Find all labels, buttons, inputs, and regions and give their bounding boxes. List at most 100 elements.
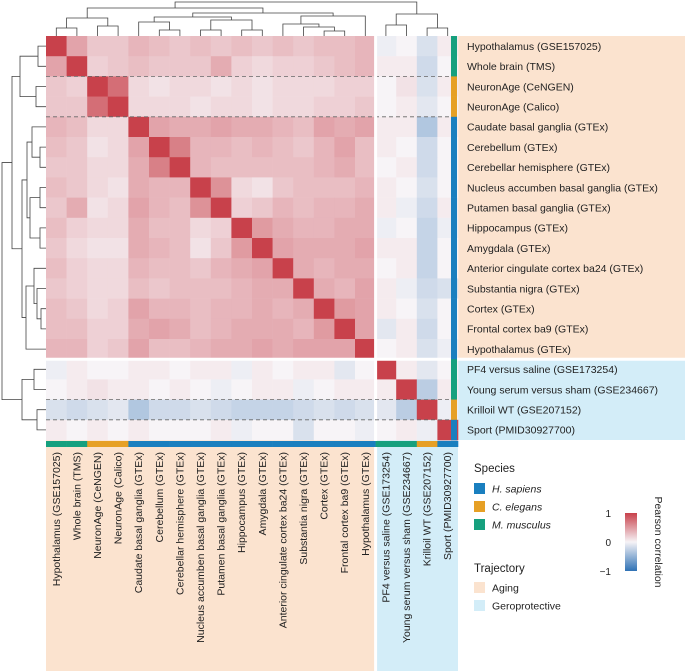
row-species-bar	[451, 36, 457, 57]
heatmap-cell	[231, 318, 253, 340]
heatmap-cell	[190, 298, 212, 320]
heatmap-cell	[87, 76, 109, 97]
heatmap-cell	[293, 318, 315, 340]
column-labels: Hypothalamus (GSE157025) Whole brain (TMS…	[51, 452, 454, 643]
heatmap-cell	[210, 197, 232, 219]
heatmap-cell	[396, 318, 418, 340]
heatmap-cell	[46, 258, 67, 279]
heatmap-cell	[375, 56, 397, 77]
heatmap-cell	[293, 399, 315, 421]
column-species-bar	[293, 441, 315, 447]
heatmap-cell	[169, 116, 191, 138]
column-species-bar	[334, 441, 356, 447]
row-dendrogram-link	[29, 197, 40, 239]
row-labels: Hypothalamus (GSE157025) Whole brain (TMS…	[467, 41, 658, 437]
heatmap-cell	[416, 419, 438, 441]
heatmap-cell	[375, 96, 397, 118]
colorbar-label: Pearson correlation	[652, 496, 664, 587]
heatmap-cell	[66, 339, 88, 360]
heatmap-cell	[375, 116, 397, 138]
heatmap-cell	[272, 359, 294, 380]
heatmap-cell	[313, 238, 335, 259]
heatmap-cell	[313, 217, 335, 239]
heatmap-cell	[128, 217, 150, 239]
heatmap-cell	[396, 137, 418, 158]
row-dendrogram-link	[36, 288, 46, 320]
column-dendrogram-link	[174, 1, 418, 14]
heatmap-cell	[334, 419, 356, 441]
heatmap-cell	[375, 399, 397, 421]
heatmap-cell	[66, 177, 88, 198]
heatmap-cell	[128, 278, 150, 299]
heatmap-cell	[355, 238, 376, 259]
heatmap-cell	[272, 399, 294, 421]
heatmap-cell	[190, 56, 212, 77]
row-dendrogram-link	[33, 368, 46, 390]
row-dendrogram-link	[25, 285, 46, 350]
heatmap-cell	[334, 238, 356, 259]
row-label: NeuronAge (Calico)	[467, 102, 559, 114]
heatmap-cell	[416, 318, 438, 340]
column-dendrogram-link	[323, 30, 346, 36]
heatmap-cell	[252, 217, 273, 239]
trajectory-legend-label: Geroprotective	[492, 601, 561, 613]
heatmap-cell	[293, 359, 315, 380]
heatmap-cell	[293, 339, 315, 360]
heatmap-cell	[231, 76, 253, 97]
heatmap-cell	[149, 217, 170, 239]
row-dendrogram-link	[31, 126, 46, 158]
heatmap-cell	[210, 217, 232, 239]
heatmap-cell	[396, 116, 418, 138]
heatmap-cell	[416, 298, 438, 320]
row-label: Krilloil WT (GSE207152)	[467, 405, 581, 417]
trajectory-legend-title: Trajectory	[474, 563, 525, 575]
heatmap-cell	[87, 177, 109, 198]
heatmap-cell	[210, 318, 232, 340]
heatmap-cell	[149, 278, 170, 299]
column-dendrogram-link	[66, 17, 109, 28]
heatmap-cell	[46, 36, 67, 57]
column-label: NeuronAge (Calico)	[113, 452, 125, 544]
column-label: NeuronAge (CeNGEN)	[92, 452, 104, 559]
heatmap-cell	[396, 419, 418, 441]
heatmap-cell	[149, 399, 170, 421]
species-swatch	[474, 501, 485, 512]
cluster-separator-lines	[46, 36, 685, 671]
heatmap-cell	[272, 96, 294, 118]
heatmap-cell	[87, 157, 109, 178]
heatmap-cell	[293, 217, 315, 239]
heatmap-cell	[107, 157, 129, 178]
heatmap-cell	[46, 238, 67, 259]
heatmap-cell	[355, 278, 376, 299]
row-dendrogram-link	[37, 45, 46, 67]
heatmap-cell	[190, 116, 212, 138]
heatmap-cell	[128, 76, 150, 97]
heatmap-cell	[334, 318, 356, 340]
heatmap-cell	[66, 36, 88, 57]
column-trajectory-background	[46, 440, 458, 671]
heatmap-cell	[293, 56, 315, 77]
column-label: Anterior cingulate cortex ba24 (GTEx)	[277, 452, 289, 628]
species-swatch	[474, 519, 485, 530]
heatmap-cell	[272, 116, 294, 138]
heatmap-cell	[190, 278, 212, 299]
column-dendrogram-link	[55, 27, 78, 36]
heatmap-cell	[46, 96, 67, 118]
heatmap-cell	[210, 278, 232, 299]
column-label: Young serum versus sham (GSE234667)	[401, 452, 413, 643]
heatmap-cell	[128, 177, 150, 198]
heatmap-cell	[107, 298, 129, 320]
row-label: Cerebellar hemisphere (GTEx)	[467, 162, 610, 174]
species-legend-label: H. sapiens	[492, 484, 542, 496]
heatmap-cell	[396, 298, 418, 320]
row-dendrogram-link	[36, 409, 46, 431]
column-species-bar	[66, 441, 88, 447]
heatmap-cell	[169, 419, 191, 441]
heatmap-cell	[416, 339, 438, 360]
heatmap-cell	[87, 217, 109, 239]
heatmap-cell	[66, 197, 88, 219]
heatmap-cell	[355, 157, 376, 178]
row-label: Putamen basal ganglia (GTEx)	[467, 203, 611, 215]
row-label: Frontal cortex ba9 (GTEx)	[467, 324, 588, 336]
row-label: Substantia nigra (GTEx)	[467, 283, 580, 295]
